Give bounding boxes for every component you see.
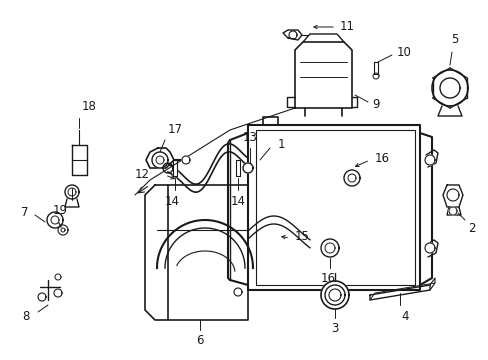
Polygon shape xyxy=(58,225,68,235)
Text: 16: 16 xyxy=(374,152,389,165)
Text: 2: 2 xyxy=(467,222,474,235)
Text: 16: 16 xyxy=(320,272,335,285)
Text: 7: 7 xyxy=(20,206,28,219)
Text: 19: 19 xyxy=(53,204,68,217)
Polygon shape xyxy=(446,189,458,201)
Text: 14: 14 xyxy=(164,195,179,208)
Polygon shape xyxy=(173,160,177,176)
Text: 10: 10 xyxy=(396,45,411,58)
Polygon shape xyxy=(424,243,434,253)
Text: 13: 13 xyxy=(242,131,257,144)
Text: 4: 4 xyxy=(401,310,408,323)
Polygon shape xyxy=(38,293,46,301)
Polygon shape xyxy=(424,155,434,165)
Text: 15: 15 xyxy=(294,230,309,243)
Text: 17: 17 xyxy=(168,123,183,136)
Text: 18: 18 xyxy=(82,100,97,113)
Text: 1: 1 xyxy=(278,139,285,152)
Polygon shape xyxy=(320,239,338,257)
Text: 3: 3 xyxy=(331,322,338,335)
Text: 12: 12 xyxy=(135,167,150,180)
Polygon shape xyxy=(65,185,79,199)
Polygon shape xyxy=(54,289,62,297)
Polygon shape xyxy=(243,163,252,173)
Text: 9: 9 xyxy=(371,98,379,111)
Polygon shape xyxy=(236,160,240,176)
Polygon shape xyxy=(47,212,63,228)
Polygon shape xyxy=(182,156,190,164)
Text: 11: 11 xyxy=(339,19,354,32)
Polygon shape xyxy=(320,281,348,309)
Polygon shape xyxy=(373,62,377,74)
Text: 14: 14 xyxy=(230,195,245,208)
Text: 6: 6 xyxy=(196,334,203,347)
Polygon shape xyxy=(431,70,467,106)
Polygon shape xyxy=(152,152,168,168)
Text: 5: 5 xyxy=(450,33,458,46)
Text: 8: 8 xyxy=(22,310,30,324)
Polygon shape xyxy=(343,170,359,186)
Polygon shape xyxy=(448,207,456,215)
